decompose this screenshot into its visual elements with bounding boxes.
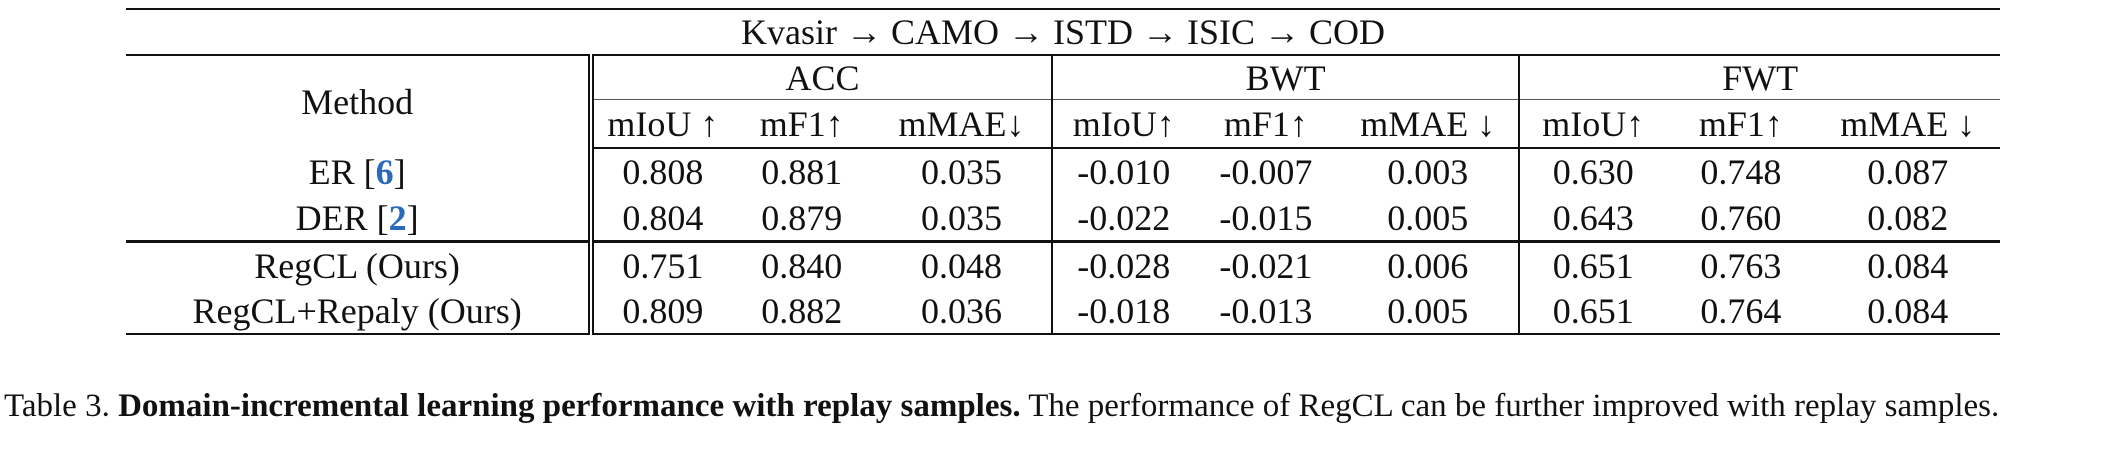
value-cell: 0.840 (761, 245, 843, 286)
value-cell: -0.010 (1077, 152, 1171, 192)
table-title: Kvasir → CAMO → ISTD → ISIC → COD (126, 8, 2000, 56)
metric-header-row: mIoU ↑ mF1↑ mMAE↓ mIoU↑ mF1↑ mMAE ↓ mIoU… (126, 99, 2000, 149)
metric-header: mF1↑ (1666, 99, 1816, 149)
results-table-container: Kvasir → CAMO → ISTD → ISIC → COD Method… (126, 8, 2000, 335)
value-cell: -0.013 (1194, 288, 1338, 335)
value-cell: 0.005 (1337, 288, 1521, 335)
method-name: DER [ (295, 197, 389, 238)
metric-header: mF1↑ (731, 99, 873, 149)
method-name: RegCL (Ours) (254, 245, 460, 286)
table-title-row: Kvasir → CAMO → ISTD → ISIC → COD (126, 8, 2000, 56)
value-cell: -0.022 (1051, 195, 1195, 243)
value-cell: -0.007 (1219, 152, 1313, 192)
metric-header: mMAE ↓ (1337, 99, 1521, 149)
value-cell: 0.035 (872, 148, 1053, 195)
group-header-row: Method ACC BWT FWT (126, 55, 2000, 148)
value-cell: 0.643 (1519, 195, 1667, 243)
value-cell: 0.048 (872, 241, 1053, 288)
value-cell: 0.879 (731, 195, 873, 243)
value-cell: 0.036 (872, 288, 1053, 335)
citation-link[interactable]: 2 (388, 197, 407, 238)
value-cell: 0.651 (1552, 245, 1634, 286)
value-cell: 0.084 (1815, 288, 2000, 335)
value-cell: 0.764 (1666, 288, 1816, 335)
caption-text: The performance of RegCL can be further … (1028, 388, 2000, 424)
method-cell: ER [6] (126, 148, 595, 195)
value-cell: 0.804 (591, 195, 732, 243)
value-cell: 0.763 (1700, 245, 1782, 286)
method-name: RegCL+Repaly (Ours) (192, 290, 522, 331)
value-cell: 0.808 (622, 152, 704, 192)
method-cell: RegCL+Repaly (Ours) (126, 288, 595, 335)
table-caption: Table 3. Domain-incremental learning per… (4, 384, 2116, 428)
value-cell: 0.630 (1552, 152, 1634, 192)
value-cell: 0.881 (761, 152, 843, 192)
value-cell: 0.006 (1337, 241, 1521, 288)
value-cell: 0.651 (1519, 288, 1667, 335)
table-row: DER [2] 0.804 0.879 0.035 -0.022 -0.015 … (126, 195, 2000, 243)
metric-header: mIoU↑ (1519, 99, 1667, 149)
metric-header: mIoU↑ (1051, 99, 1195, 149)
value-cell: 0.748 (1700, 152, 1782, 192)
method-bracket: ] (406, 197, 419, 238)
group-bwt-header: BWT (1051, 55, 1521, 100)
group-fwt-header: FWT (1519, 55, 2000, 100)
method-cell: DER [2] (126, 195, 595, 243)
value-cell: 0.809 (591, 288, 732, 335)
method-header: Method (126, 55, 595, 148)
table-row: RegCL+Repaly (Ours) 0.809 0.882 0.036 -0… (126, 288, 2000, 335)
value-cell: 0.882 (731, 288, 873, 335)
metric-header: mMAE↓ (872, 99, 1053, 149)
method-name: ER [ (308, 151, 376, 192)
method-cell: RegCL (Ours) (126, 241, 595, 288)
method-bracket: ] (393, 151, 406, 192)
metric-header: mIoU ↑ (591, 99, 732, 149)
value-cell: -0.015 (1194, 195, 1338, 243)
value-cell: -0.018 (1051, 288, 1195, 335)
table-row: RegCL (Ours) 0.751 0.840 0.048 -0.028 -0… (126, 241, 2000, 288)
value-cell: 0.751 (622, 245, 704, 286)
value-cell: 0.082 (1815, 195, 2000, 243)
value-cell: 0.760 (1666, 195, 1816, 243)
metric-header: mF1↑ (1194, 99, 1338, 149)
value-cell: 0.087 (1867, 152, 1949, 192)
value-cell: -0.028 (1077, 245, 1171, 286)
metric-header: mMAE ↓ (1815, 99, 2000, 149)
value-cell: 0.003 (1337, 148, 1521, 195)
citation-link[interactable]: 6 (375, 151, 394, 192)
table-row: ER [6] 0.808 0.881 0.035 -0.010 -0.007 0… (126, 148, 2000, 195)
results-table: Kvasir → CAMO → ISTD → ISIC → COD Method… (126, 8, 2000, 335)
value-cell: 0.005 (1337, 195, 1521, 243)
value-cell: -0.021 (1219, 245, 1313, 286)
value-cell: 0.084 (1867, 245, 1949, 286)
value-cell: 0.035 (872, 195, 1053, 243)
group-acc-header: ACC (591, 55, 1053, 100)
caption-title: Domain-incremental learning performance … (118, 388, 1021, 424)
caption-label: Table 3. (4, 388, 110, 424)
